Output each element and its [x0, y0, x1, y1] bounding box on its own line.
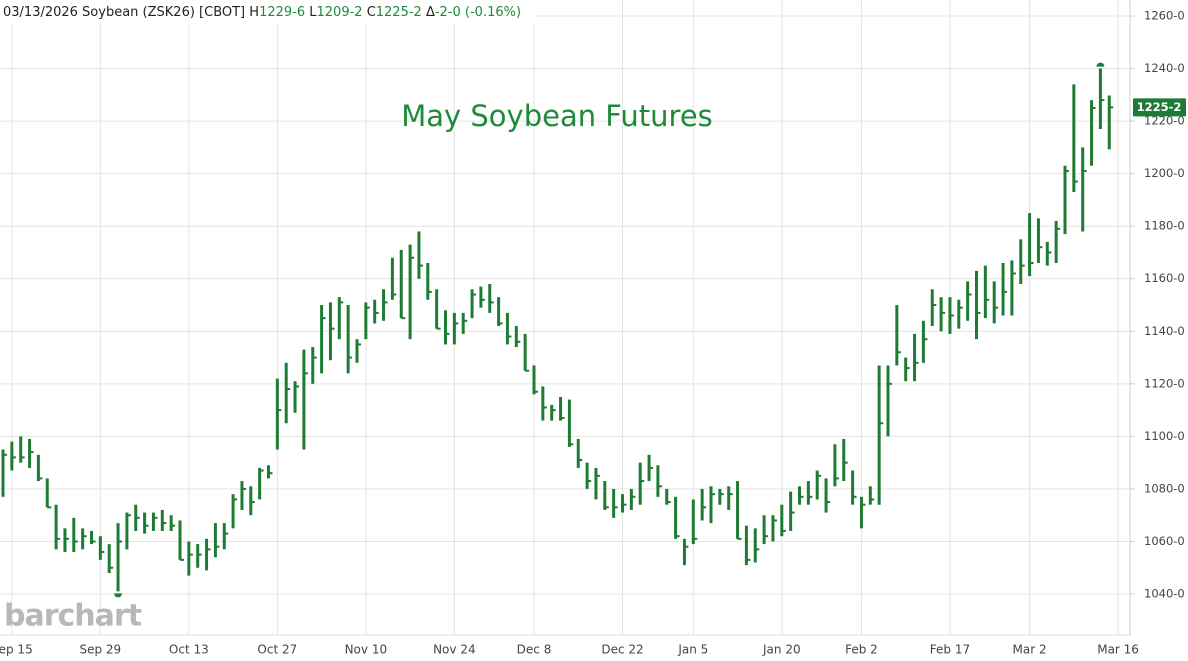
x-tick-label: Mar 16 [1097, 643, 1139, 657]
high-label: H [249, 5, 259, 20]
low-label: L [309, 5, 317, 20]
header: 03/13/2026 Soybean (ZSK26) [CBOT] H1229-… [3, 5, 521, 20]
change-label: Δ [426, 5, 435, 20]
last-price-label: 1225-2 [1137, 100, 1182, 114]
x-tick-label: Feb 2 [845, 643, 878, 657]
low-marker [114, 593, 123, 598]
watermark: barchart [4, 599, 142, 634]
close-label: C [367, 5, 376, 20]
x-tick-label: Jan 5 [677, 643, 708, 657]
y-tick-label: 1200-0 [1144, 166, 1185, 180]
high-marker [1096, 62, 1105, 67]
x-tick-label: Mar 2 [1013, 643, 1047, 657]
close-value: 1225-2 [376, 5, 422, 20]
y-tick-label: 1060-0 [1144, 534, 1185, 548]
x-tick-label: Dec 8 [517, 643, 552, 657]
x-tick-label: Dec 22 [601, 643, 643, 657]
header-title: 03/13/2026 Soybean (ZSK26) [CBOT] [3, 5, 245, 20]
x-tick-label: Sep 15 [0, 643, 33, 657]
y-tick-label: 1140-0 [1144, 324, 1185, 338]
x-tick-label: Oct 27 [257, 643, 297, 657]
y-tick-label: 1260-0 [1144, 9, 1185, 23]
y-tick-label: 1160-0 [1144, 271, 1185, 285]
y-tick-label: 1240-0 [1144, 61, 1185, 75]
y-tick-label: 1120-0 [1144, 376, 1185, 390]
x-tick-label: Nov 24 [433, 643, 476, 657]
grid [0, 0, 1130, 635]
bars [1, 62, 1114, 598]
y-tick-label: 1080-0 [1144, 481, 1185, 495]
y-tick-label: 1040-0 [1144, 587, 1185, 601]
x-tick-label: Sep 29 [79, 643, 121, 657]
y-tick-label: 1180-0 [1144, 219, 1185, 233]
y-tick-label: 1100-0 [1144, 429, 1185, 443]
low-value: 1209-2 [317, 5, 363, 20]
y-tick-label: 1220-0 [1144, 114, 1185, 128]
change-value: -2-0 (-0.16%) [435, 5, 521, 20]
x-tick-label: Jan 20 [762, 643, 801, 657]
x-tick-label: Nov 10 [345, 643, 388, 657]
annotation: May Soybean Futures [401, 99, 713, 133]
x-tick-label: Feb 17 [930, 643, 970, 657]
header-background [0, 0, 535, 24]
axis-labels: 1040-0 1060-0 1080-0 1100-0 1120-0 1140-0 1160… [0, 9, 1186, 657]
high-value: 1229-6 [259, 5, 305, 20]
x-tick-label: Oct 13 [169, 643, 209, 657]
last-price-box [1133, 98, 1186, 117]
